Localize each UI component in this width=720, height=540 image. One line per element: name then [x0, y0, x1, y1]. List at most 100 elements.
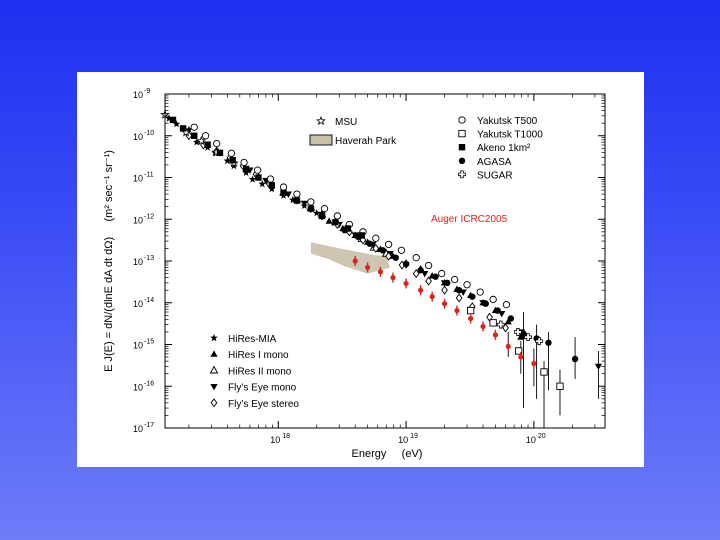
yakutsk-t500-point	[476, 288, 484, 296]
auger-icrc2005-point	[468, 315, 474, 322]
fly-s-eye-stereo-point	[359, 235, 367, 245]
hires-mia-point	[223, 156, 232, 165]
sugar-point	[514, 328, 522, 336]
y-tick-label-exponent: -12	[144, 213, 154, 220]
agasa-point	[354, 233, 362, 240]
y-tick-label: 10	[133, 382, 143, 392]
akeno-1km-point	[179, 125, 187, 132]
akeno-1km-point	[216, 149, 224, 157]
agasa-point	[379, 247, 387, 254]
y-tick-label-exponent: -10	[144, 130, 154, 137]
akeno-1km-point	[307, 205, 315, 212]
akeno-1km-point	[191, 132, 198, 139]
agasa-point	[507, 315, 515, 322]
agasa-point	[494, 307, 501, 314]
auger-icrc2005-point	[505, 343, 511, 350]
msu-legend-marker	[316, 115, 326, 126]
hires-mia-point	[312, 209, 321, 217]
auger-icrc2005-point	[492, 332, 499, 338]
yakutsk-t500-point	[384, 240, 393, 249]
yakutsk-t500-point	[412, 254, 420, 262]
yakutsk-t500-point	[463, 281, 471, 289]
haverah-park-legend-marker	[309, 134, 333, 146]
yakutsk-t500-point	[293, 190, 301, 198]
y-tick-label: 10	[133, 215, 143, 225]
akeno-1km-point	[268, 182, 275, 189]
yakutsk-t500-point	[266, 175, 275, 183]
agasa-point	[455, 286, 463, 294]
hires-mia-legend-marker	[210, 334, 218, 342]
y-tick-label: 10	[133, 257, 143, 267]
agasa-point	[571, 355, 579, 363]
msu-legend-label: MSU	[335, 117, 357, 128]
hires-mia-point	[258, 180, 267, 188]
msu-point	[196, 135, 207, 146]
akeno-1km-point	[332, 218, 339, 226]
y-axis-label: E J(E) = dN/(dlnE dA dt dΩ) (m² sec⁻¹ sr…	[103, 150, 115, 372]
agasa-point	[417, 267, 424, 274]
yakutsk-t500-point	[213, 139, 221, 148]
akeno-1km-point	[242, 165, 250, 173]
agasa-point	[482, 300, 489, 307]
agasa-point	[366, 240, 373, 247]
yakutsk-t500-point	[438, 269, 446, 278]
yakutsk-t1000-point	[466, 306, 475, 315]
data-points-layer	[160, 109, 603, 390]
sugar-point	[496, 320, 505, 329]
auger-icrc2005-point	[531, 360, 537, 367]
sugar-legend-label: SUGAR	[477, 170, 513, 181]
hires-mia-point	[289, 195, 297, 204]
hires-mia-point	[268, 185, 276, 193]
haverah-park-legend-label: Haverah Park	[335, 136, 397, 147]
yakutsk-t500-legend-marker	[458, 116, 466, 124]
agasa-point	[520, 330, 527, 338]
x-tick-label: 10	[398, 435, 408, 445]
y-tick-label: 10	[133, 341, 143, 351]
yakutsk-t500-point	[240, 158, 248, 167]
yakutsk-t1000-legend-label: Yakutsk T1000	[477, 130, 543, 141]
hires-i-mono-point	[504, 317, 512, 325]
hires-ii-mono-legend-marker	[209, 365, 219, 374]
akeno-1km-point	[280, 189, 287, 197]
fly-s-eye-stereo-point	[372, 243, 380, 253]
yakutsk-t500-point	[279, 183, 288, 191]
agasa-point	[469, 293, 476, 300]
auger-icrc2005-point	[390, 275, 396, 281]
yakutsk-t1000-point	[556, 382, 564, 390]
fly-s-eye-stereo-point	[455, 293, 463, 303]
y-tick-label-exponent: -13	[144, 255, 154, 262]
yakutsk-t500-point	[320, 204, 329, 213]
hires-i-mono-legend-marker	[210, 350, 218, 357]
yakutsk-t500-point	[424, 261, 433, 270]
x-tick-label-exponent: 18	[282, 433, 290, 440]
yakutsk-t500-point	[333, 212, 342, 220]
hires-mia-legend-label: HiRes-MIA	[228, 334, 277, 345]
fly-s-eye-mono-legend-label: Fly’s Eye mono	[228, 383, 297, 394]
x-tick-label-exponent: 19	[410, 433, 418, 440]
yakutsk-t500-point	[451, 275, 459, 284]
yakutsk-t1000-point	[540, 368, 548, 376]
hires-i-mono-legend-label: HiRes I mono	[228, 350, 289, 361]
x-tick-label: 10	[270, 435, 280, 445]
auger-annotation: Auger ICRC2005	[431, 214, 508, 225]
agasa-point	[392, 254, 399, 261]
akeno-1km-point	[344, 225, 351, 232]
x-tick-label-exponent: 20	[538, 433, 546, 440]
y-tick-label-exponent: -14	[144, 297, 154, 304]
hires-mia-point	[242, 168, 250, 176]
agasa-point	[545, 339, 552, 346]
agasa-point	[444, 279, 451, 287]
fly-s-eye-mono-point	[594, 363, 603, 371]
hires-mia-point	[192, 138, 201, 146]
auger-icrc2005-point	[454, 307, 460, 314]
auger-icrc2005-point	[518, 354, 524, 360]
agasa-legend-marker	[458, 157, 466, 164]
fly-s-eye-mono-point	[421, 270, 429, 278]
akeno-1km-point	[169, 116, 177, 124]
yakutsk-t500-point	[372, 234, 380, 242]
auger-icrc2005-point	[429, 294, 435, 300]
auger-icrc2005-point	[403, 280, 409, 287]
fly-s-eye-stereo-legend-marker	[210, 398, 218, 408]
akeno-1km-point	[318, 212, 326, 220]
auger-icrc2005-point	[418, 287, 424, 293]
